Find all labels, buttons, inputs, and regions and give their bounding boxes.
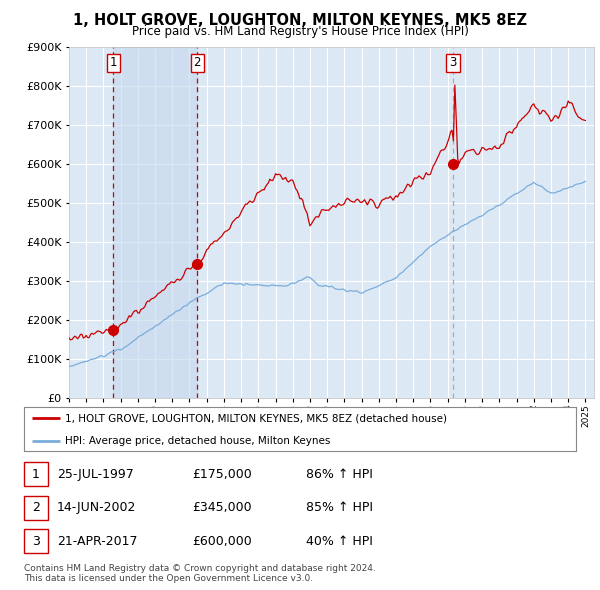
Text: HPI: Average price, detached house, Milton Keynes: HPI: Average price, detached house, Milt… — [65, 435, 331, 445]
Text: £600,000: £600,000 — [192, 535, 252, 548]
Text: 3: 3 — [449, 57, 457, 70]
Bar — [113, 47, 197, 398]
Text: 86% ↑ HPI: 86% ↑ HPI — [306, 467, 373, 481]
Text: 1, HOLT GROVE, LOUGHTON, MILTON KEYNES, MK5 8EZ: 1, HOLT GROVE, LOUGHTON, MILTON KEYNES, … — [73, 13, 527, 28]
Text: 1: 1 — [109, 57, 117, 70]
Text: £345,000: £345,000 — [192, 501, 251, 514]
Text: 1: 1 — [32, 467, 40, 481]
Text: 2: 2 — [32, 501, 40, 514]
Text: 85% ↑ HPI: 85% ↑ HPI — [306, 501, 373, 514]
Text: 40% ↑ HPI: 40% ↑ HPI — [306, 535, 373, 548]
Text: 14-JUN-2002: 14-JUN-2002 — [57, 501, 136, 514]
Text: 1, HOLT GROVE, LOUGHTON, MILTON KEYNES, MK5 8EZ (detached house): 1, HOLT GROVE, LOUGHTON, MILTON KEYNES, … — [65, 413, 448, 423]
Text: 21-APR-2017: 21-APR-2017 — [57, 535, 137, 548]
Text: 2: 2 — [193, 57, 201, 70]
Text: Contains HM Land Registry data © Crown copyright and database right 2024.
This d: Contains HM Land Registry data © Crown c… — [24, 563, 376, 583]
Text: £175,000: £175,000 — [192, 467, 252, 481]
Text: 25-JUL-1997: 25-JUL-1997 — [57, 467, 134, 481]
Text: Price paid vs. HM Land Registry's House Price Index (HPI): Price paid vs. HM Land Registry's House … — [131, 25, 469, 38]
Text: 3: 3 — [32, 535, 40, 548]
